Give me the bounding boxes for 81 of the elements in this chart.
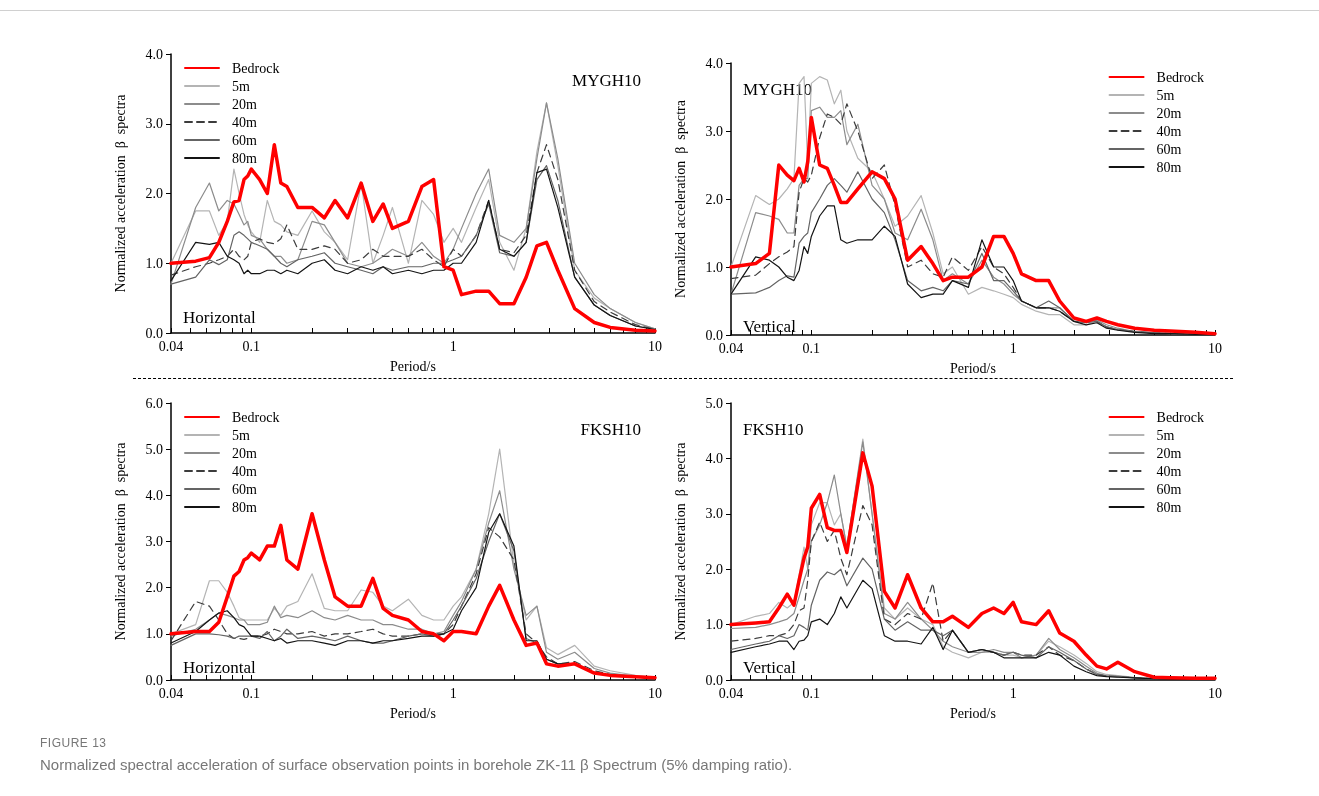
text: Normalized spectral acceleration of surface observation points in borehole ZK-11 β Spectrum (5% damping ratio).	[40, 756, 793, 773]
legend-label: 80m	[232, 150, 257, 166]
annotation: FKSH10	[580, 420, 642, 439]
y-tick-label: 3.0	[705, 123, 723, 139]
legend-label: 60m	[1156, 481, 1182, 497]
x-tick-label: 0.04	[718, 340, 744, 356]
legend-label: 60m	[1156, 141, 1182, 157]
legend-label: 20m	[1156, 445, 1182, 461]
legend-label: 5m	[232, 78, 250, 94]
legend-label: 5m	[1156, 87, 1175, 103]
x-tick-label: 1	[1009, 685, 1017, 701]
annotation: Horizontal	[183, 658, 256, 677]
x-tick-label: 0.1	[802, 340, 821, 356]
y-axis-title: Normalized acceleration β spectra	[112, 93, 128, 293]
x-tick-label: 1	[449, 338, 457, 354]
y-axis-title: Normalized acceleration β spectra	[112, 441, 128, 641]
legend-label: 80m	[1156, 159, 1182, 175]
legend-label: Bedrock	[1156, 409, 1205, 425]
y-axis-title: Normalized acceleration β spectra	[672, 441, 688, 641]
legend-label: 5m	[232, 427, 250, 443]
x-tick-label: 1	[1009, 340, 1017, 356]
y-tick-label: 1.0	[705, 617, 723, 633]
annotation: MYGH10	[743, 80, 812, 99]
y-tick-label: 3.0	[705, 506, 723, 522]
legend-label: 5m	[1156, 427, 1175, 443]
y-tick-label: 0.0	[705, 327, 723, 343]
legend-label: Bedrock	[1156, 69, 1205, 85]
y-axis-title: Normalized acceleration β spectra	[672, 99, 688, 298]
x-tick-label: 10	[648, 685, 662, 701]
y-tick-label: 4.0	[145, 487, 163, 503]
x-axis-title: Period/s	[950, 705, 996, 721]
legend-label: Bedrock	[232, 60, 280, 76]
y-tick-label: 6.0	[145, 395, 163, 411]
caption: FIGURE 13	[40, 736, 108, 750]
y-tick-label: 1.0	[705, 259, 723, 275]
x-tick-label: 10	[1208, 340, 1222, 356]
y-tick-label: 2.0	[145, 186, 163, 201]
annotation: MYGH10	[572, 71, 642, 90]
annotation: Vertical	[743, 317, 797, 336]
legend-label: 40m	[232, 463, 257, 479]
x-axis-title: Period/s	[950, 360, 996, 376]
y-tick-label: 3.0	[145, 534, 163, 549]
y-tick-label: 0.0	[705, 672, 723, 688]
x-tick-label: 0.04	[158, 338, 184, 354]
y-tick-label: 4.0	[705, 55, 723, 71]
y-tick-label: 5.0	[145, 441, 163, 457]
y-tick-label: 2.0	[705, 561, 723, 577]
legend-label: 60m	[232, 132, 257, 148]
legend-label: 40m	[232, 114, 257, 130]
legend-label: 60m	[232, 481, 257, 497]
y-tick-label: 4.0	[145, 46, 163, 62]
legend-label: 20m	[1156, 105, 1182, 121]
x-tick-label: 10	[1208, 685, 1222, 701]
y-tick-label: 5.0	[705, 395, 723, 411]
y-tick-label: 1.0	[145, 255, 163, 271]
y-tick-label: 1.0	[145, 626, 163, 642]
x-tick-label: 0.04	[718, 685, 744, 701]
annotation: Vertical	[743, 658, 797, 677]
x-tick-label: 0.04	[158, 685, 184, 701]
x-axis-title: Period/s	[390, 358, 436, 374]
y-tick-label: 3.0	[145, 116, 163, 132]
legend-label: 20m	[232, 445, 257, 461]
x-axis-title: Period/s	[390, 705, 436, 721]
x-tick-label: 1	[449, 685, 457, 701]
legend-label: 20m	[232, 96, 257, 112]
x-tick-label: 0.1	[242, 338, 261, 354]
y-tick-label: 0.0	[145, 325, 163, 341]
y-tick-label: 4.0	[705, 450, 723, 466]
x-tick-label: 10	[648, 338, 662, 354]
annotation: Horizontal	[183, 308, 256, 327]
annotation: FKSH10	[743, 420, 804, 439]
legend-label: 80m	[1156, 499, 1182, 515]
y-tick-label: 2.0	[145, 580, 163, 596]
legend-label: 40m	[1156, 123, 1182, 139]
legend-label: Bedrock	[232, 409, 280, 425]
y-tick-label: 2.0	[705, 191, 723, 207]
x-tick-label: 0.1	[242, 685, 261, 701]
x-tick-label: 0.1	[802, 685, 821, 701]
legend-label: 80m	[232, 499, 257, 515]
legend-label: 40m	[1156, 463, 1182, 479]
y-tick-label: 0.0	[145, 672, 163, 688]
